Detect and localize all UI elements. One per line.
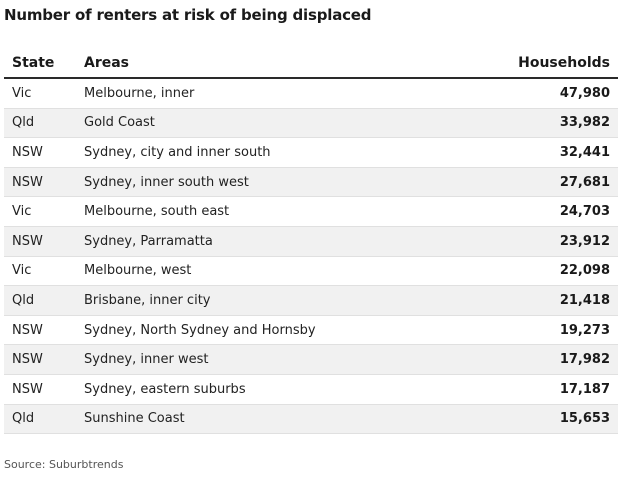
cell-area: Sydney, Parramatta (84, 233, 213, 249)
cell-area: Gold Coast (84, 115, 155, 131)
cell-area: Melbourne, inner (84, 85, 195, 101)
cell-state: NSW (12, 352, 43, 368)
table-row: Qld Gold Coast 33,982 (4, 108, 618, 139)
cell-state: NSW (12, 322, 43, 338)
table-row: Vic Melbourne, west 22,098 (4, 257, 618, 287)
table-row: NSW Sydney, eastern suburbs 17,187 (4, 375, 618, 405)
cell-households: 15,653 (559, 411, 610, 427)
cell-area: Sydney, inner south west (84, 174, 249, 190)
cell-households: 33,982 (559, 115, 610, 131)
cell-state: NSW (12, 174, 43, 190)
table-row: NSW Sydney, Parramatta 23,912 (4, 226, 618, 257)
cell-households: 47,980 (559, 85, 610, 101)
table-body: Vic Melbourne, inner 47,980 Qld Gold Coast 33… (4, 79, 618, 435)
table-row: Qld Brisbane, inner city 21,418 (4, 286, 618, 316)
cell-households: 17,187 (559, 381, 610, 397)
column-header-households: Households (518, 54, 610, 71)
cell-households: 17,982 (559, 352, 610, 368)
cell-area: Sydney, eastern suburbs (84, 381, 246, 397)
cell-area: Melbourne, west (84, 263, 192, 279)
table-row: NSW Sydney, inner south west 27,681 (4, 167, 618, 198)
cell-state: Qld (12, 292, 35, 308)
table-row: Qld Sunshine Coast 15,653 (4, 404, 618, 435)
cell-households: 24,703 (559, 204, 610, 220)
cell-state: Vic (12, 85, 32, 101)
cell-households: 21,418 (559, 292, 610, 308)
cell-state: Vic (12, 263, 32, 279)
cell-households: 27,681 (559, 174, 610, 190)
cell-state: Vic (12, 204, 32, 220)
table-row: NSW Sydney, inner west 17,982 (4, 345, 618, 375)
cell-state: NSW (12, 233, 43, 249)
table-row: Vic Melbourne, inner 47,980 (4, 79, 618, 109)
table-row: Vic Melbourne, south east 24,703 (4, 197, 618, 227)
cell-area: Sydney, city and inner south (84, 144, 271, 160)
source-note: Source: Suburbtrends (4, 458, 124, 471)
cell-area: Melbourne, south east (84, 204, 230, 220)
table-row: NSW Sydney, city and inner south 32,441 (4, 138, 618, 168)
cell-area: Sunshine Coast (84, 411, 185, 427)
column-header-areas: Areas (84, 54, 130, 71)
cell-state: Qld (12, 411, 35, 427)
cell-households: 23,912 (559, 233, 610, 249)
cell-state: NSW (12, 144, 43, 160)
column-header-state: State (12, 54, 55, 71)
cell-state: Qld (12, 115, 35, 131)
cell-state: NSW (12, 381, 43, 397)
cell-area: Brisbane, inner city (84, 292, 211, 308)
cell-households: 19,273 (559, 322, 610, 338)
data-table: State Areas Households Vic Melbourne, inn… (4, 48, 618, 435)
cell-households: 32,441 (559, 144, 610, 160)
cell-households: 22,098 (559, 263, 610, 279)
table-row: NSW Sydney, North Sydney and Hornsby 19,27… (4, 316, 618, 346)
cell-area: Sydney, North Sydney and Hornsby (84, 322, 316, 338)
chart-title: Number of renters at risk of being displ… (4, 6, 372, 24)
cell-area: Sydney, inner west (84, 352, 209, 368)
table-header: State Areas Households (4, 48, 618, 79)
